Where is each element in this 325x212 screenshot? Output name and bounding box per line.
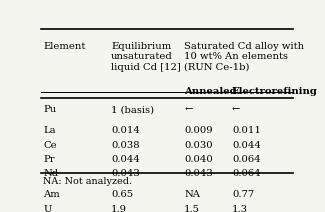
Text: 0.043: 0.043 [111, 169, 140, 179]
Text: Ce: Ce [43, 141, 57, 150]
Text: La: La [43, 126, 56, 135]
Text: 0.040: 0.040 [184, 155, 213, 164]
Text: Element: Element [43, 42, 85, 51]
Text: 1.9: 1.9 [111, 205, 127, 212]
Text: 1.3: 1.3 [232, 205, 248, 212]
Text: Equilibrium
unsaturated
liquid Cd [12]: Equilibrium unsaturated liquid Cd [12] [111, 42, 181, 72]
Text: 0.044: 0.044 [232, 141, 261, 150]
Text: Electrorefining: Electrorefining [232, 88, 318, 96]
Text: Am: Am [43, 190, 60, 199]
Text: NA: NA [184, 190, 200, 199]
Text: 1.5: 1.5 [184, 205, 200, 212]
Text: ←: ← [232, 105, 240, 114]
Text: 0.064: 0.064 [232, 169, 261, 179]
Text: 0.044: 0.044 [111, 155, 140, 164]
Text: Saturated Cd alloy with
10 wt% An elements
(RUN Ce-1b): Saturated Cd alloy with 10 wt% An elemen… [184, 42, 304, 72]
Text: 0.038: 0.038 [111, 141, 140, 150]
Text: Pu: Pu [43, 105, 57, 114]
Text: 1 (basis): 1 (basis) [111, 105, 154, 114]
Text: 0.011: 0.011 [232, 126, 261, 135]
Text: ←: ← [184, 105, 193, 114]
Text: 0.043: 0.043 [184, 169, 213, 179]
Text: 0.65: 0.65 [111, 190, 133, 199]
Text: 0.77: 0.77 [232, 190, 254, 199]
Text: 0.009: 0.009 [184, 126, 213, 135]
Text: Nd: Nd [43, 169, 58, 179]
Text: Pr: Pr [43, 155, 55, 164]
Text: U: U [43, 205, 52, 212]
Text: Annealed: Annealed [184, 88, 237, 96]
Text: 0.064: 0.064 [232, 155, 261, 164]
Text: 0.014: 0.014 [111, 126, 140, 135]
Text: 0.030: 0.030 [184, 141, 213, 150]
Text: NA: Not analyzed.: NA: Not analyzed. [43, 177, 132, 186]
